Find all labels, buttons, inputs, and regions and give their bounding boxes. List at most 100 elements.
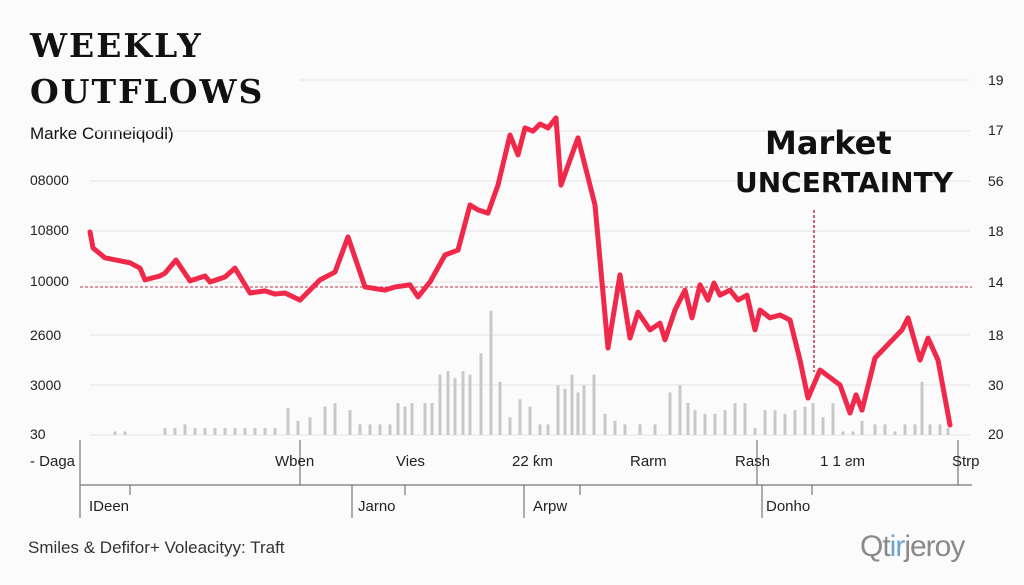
volume-bar bbox=[883, 424, 887, 435]
volume-bar bbox=[938, 424, 942, 435]
volume-bar bbox=[296, 420, 300, 435]
volume-bar bbox=[348, 410, 352, 435]
volume-bar bbox=[358, 424, 362, 435]
x-tick-label: Rarm bbox=[630, 453, 667, 470]
volume-bar bbox=[903, 424, 907, 435]
volume-bar bbox=[831, 403, 835, 435]
volume-bar bbox=[263, 427, 267, 435]
volume-bar bbox=[841, 431, 845, 435]
volume-bar bbox=[592, 374, 596, 435]
volume-bar bbox=[233, 427, 237, 435]
volume-bar bbox=[763, 410, 767, 435]
x-tick-label-secondary: Arpw bbox=[533, 498, 568, 515]
volume-bar bbox=[538, 424, 542, 435]
volume-bar bbox=[253, 427, 257, 435]
volume-bar bbox=[243, 427, 247, 435]
volume-bar bbox=[713, 413, 717, 435]
volume-bar bbox=[753, 427, 757, 435]
volume-bar bbox=[723, 410, 727, 435]
volume-bar bbox=[223, 427, 227, 435]
volume-bar bbox=[518, 399, 522, 435]
volume-bar bbox=[183, 424, 187, 435]
x-tick-label: 22 ƙm bbox=[512, 453, 553, 470]
volume-bar bbox=[273, 427, 277, 435]
y-tick-label-left: 30 bbox=[30, 426, 46, 442]
volume-bar bbox=[423, 403, 427, 435]
volume-bar bbox=[508, 417, 512, 435]
volume-bar bbox=[653, 424, 657, 435]
volume-bar bbox=[446, 371, 450, 435]
volume-bar bbox=[453, 378, 457, 435]
x-tick-label: Wben bbox=[275, 453, 315, 470]
volume-bar bbox=[893, 431, 897, 435]
volume-bar bbox=[308, 417, 312, 435]
y-tick-label-right: 56 bbox=[988, 173, 1004, 189]
x-tick-label: Strp bbox=[952, 453, 980, 470]
brand-logo: Qtirjeroy bbox=[860, 530, 965, 563]
volume-bar bbox=[946, 427, 950, 435]
volume-bar bbox=[668, 392, 672, 435]
y-tick-label-left: 10000 bbox=[30, 273, 69, 289]
volume-bar bbox=[193, 427, 197, 435]
volume-bar bbox=[479, 353, 483, 435]
volume-bar bbox=[430, 403, 434, 435]
volume-bar bbox=[686, 403, 690, 435]
volume-bar bbox=[613, 420, 617, 435]
x-tick-label: 1 1 ƨm bbox=[820, 453, 866, 470]
volume-bar bbox=[528, 406, 532, 435]
volume-bar bbox=[576, 392, 580, 435]
volume-bar bbox=[489, 310, 493, 435]
chart-subtitle: Marke Conneiqodl) bbox=[30, 124, 174, 143]
x-tick-label: Vies bbox=[396, 453, 425, 470]
volume-bar bbox=[860, 420, 864, 435]
x-tick-label: Rash bbox=[735, 453, 771, 470]
y-tick-label-right: 14 bbox=[988, 274, 1004, 290]
volume-bar bbox=[873, 424, 877, 435]
volume-bar bbox=[733, 403, 737, 435]
volume-bar bbox=[743, 403, 747, 435]
volume-bar bbox=[913, 424, 917, 435]
outflow-line bbox=[87, 115, 953, 428]
volume-bar bbox=[603, 413, 607, 435]
y-tick-label-left: 10800 bbox=[30, 222, 69, 238]
volume-bar bbox=[173, 427, 177, 435]
volume-bar bbox=[323, 406, 327, 435]
volume-bar bbox=[396, 403, 400, 435]
x-tick-label-secondary: IDeen bbox=[89, 498, 130, 515]
volume-bar bbox=[851, 431, 855, 435]
volume-bar bbox=[213, 427, 217, 435]
volume-bar bbox=[783, 413, 787, 435]
volume-bar bbox=[811, 403, 815, 435]
volume-bar bbox=[546, 424, 550, 435]
y-tick-label-right: 17 bbox=[988, 122, 1004, 138]
chart-title-line1: WEEKLY bbox=[30, 26, 203, 65]
x-tick-label: - Daga bbox=[30, 453, 76, 470]
y-tick-label-left: 08000 bbox=[30, 172, 69, 188]
volume-bar bbox=[638, 424, 642, 435]
volume-bar bbox=[163, 427, 167, 435]
volume-bar bbox=[920, 381, 924, 435]
volume-bar bbox=[498, 381, 502, 435]
x-tick-label-secondary: Jarno bbox=[358, 498, 396, 515]
y-tick-label-right: 20 bbox=[988, 426, 1004, 442]
y-tick-label-right: 30 bbox=[988, 377, 1004, 393]
volume-bar bbox=[563, 388, 567, 435]
volume-bar bbox=[773, 410, 777, 435]
footer-caption: Smiles & Defifor+ Voleacityy: Traft bbox=[28, 538, 285, 557]
volume-bar bbox=[623, 424, 627, 435]
volume-bar bbox=[123, 431, 127, 435]
volume-bar bbox=[803, 406, 807, 435]
volume-bar bbox=[793, 410, 797, 435]
volume-bar bbox=[693, 410, 697, 435]
y-tick-label-left: 3000 bbox=[30, 377, 62, 393]
y-tick-label-right: 18 bbox=[988, 327, 1004, 343]
volume-bar bbox=[286, 408, 290, 435]
y-tick-label-right: 18 bbox=[988, 223, 1004, 239]
volume-bar bbox=[368, 424, 372, 435]
volume-bar bbox=[403, 406, 407, 435]
volume-bar bbox=[378, 424, 382, 435]
volume-bar bbox=[438, 374, 442, 435]
x-tick-label-secondary: Donho bbox=[766, 498, 811, 515]
volume-bar bbox=[410, 403, 414, 435]
